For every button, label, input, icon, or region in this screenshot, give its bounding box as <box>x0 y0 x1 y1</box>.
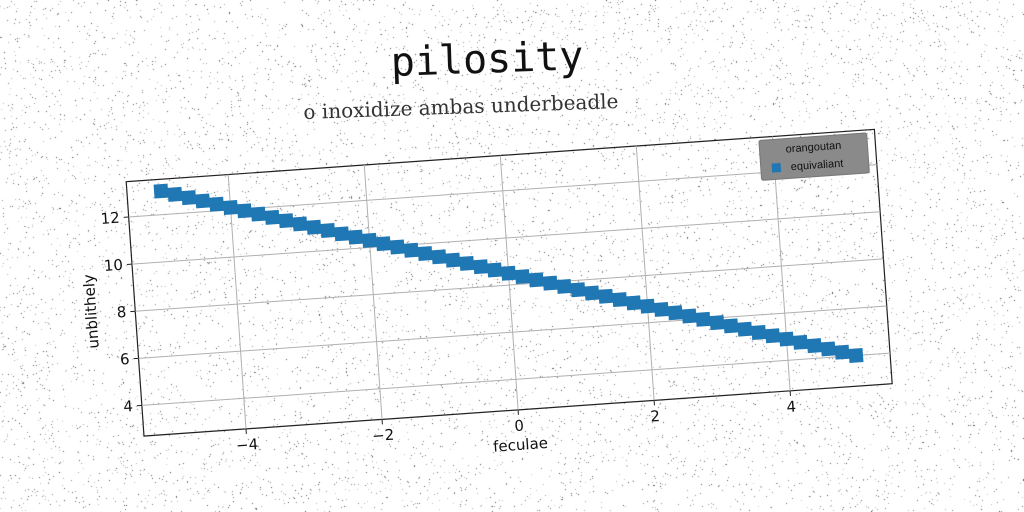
y-tick-label: 4 <box>123 397 134 416</box>
data-point <box>751 325 767 340</box>
data-point <box>223 200 239 215</box>
y-axis-label: unblithely <box>80 274 103 350</box>
legend-marker <box>771 162 782 173</box>
data-point <box>306 219 322 235</box>
data-point <box>528 272 544 288</box>
data-point <box>640 298 655 314</box>
x-tick-label: −2 <box>371 426 394 445</box>
data-point <box>792 334 808 350</box>
data-point <box>584 285 600 301</box>
data-point <box>473 259 489 275</box>
legend-box <box>758 132 870 181</box>
x-tick-label: −4 <box>235 435 258 454</box>
data-point <box>626 295 642 311</box>
data-point <box>695 311 711 327</box>
y-gridline <box>135 258 884 312</box>
legend-label-equivaliant: equivaliant <box>790 158 843 174</box>
data-point <box>653 301 669 317</box>
data-point <box>570 282 586 298</box>
data-point <box>292 216 308 232</box>
data-point <box>403 242 419 258</box>
data-point <box>375 236 391 252</box>
y-tick-label: 8 <box>116 303 127 322</box>
legend-title: orangoutan <box>785 140 841 156</box>
data-point <box>459 255 475 271</box>
y-tick-label: 6 <box>119 350 130 369</box>
data-point <box>556 278 572 294</box>
data-point <box>820 341 836 357</box>
data-point <box>501 265 516 281</box>
data-point <box>765 328 781 344</box>
data-point <box>487 262 503 278</box>
data-point <box>250 206 266 222</box>
x-gridline <box>499 155 519 410</box>
y-tick-label: 10 <box>103 256 123 275</box>
data-point <box>236 203 252 219</box>
data-point <box>542 275 558 291</box>
data-point <box>848 348 864 363</box>
data-point <box>514 269 530 285</box>
data-point <box>264 209 280 225</box>
data-point <box>167 186 183 202</box>
data-point <box>806 338 822 354</box>
x-gridline <box>635 145 655 401</box>
data-point <box>723 318 739 334</box>
data-point <box>181 190 197 206</box>
x-tick-label: 0 <box>514 417 525 436</box>
data-point <box>445 252 461 268</box>
data-point <box>209 196 225 212</box>
data-point <box>431 249 447 265</box>
y-gridline <box>131 211 881 265</box>
data-point <box>389 239 405 255</box>
data-point <box>348 229 364 245</box>
data-point <box>709 315 725 331</box>
data-point <box>779 331 794 347</box>
legend: orangoutan equivaliant <box>758 132 870 181</box>
data-point <box>334 226 350 242</box>
data-point <box>417 246 433 262</box>
data-point <box>681 308 697 324</box>
data-point <box>612 292 628 308</box>
y-tick-label: 12 <box>100 209 120 228</box>
data-point <box>153 183 169 199</box>
x-gridline <box>227 174 247 429</box>
data-point <box>320 223 336 239</box>
y-gridline <box>138 305 887 359</box>
data-point <box>278 213 294 229</box>
x-tick-label: 4 <box>786 398 797 417</box>
data-point <box>598 288 614 304</box>
data-points <box>153 183 864 363</box>
data-point <box>362 232 377 248</box>
plot-group: −4 −2 0 2 4 4 6 8 10 12 feculae unblithely orango… <box>80 128 893 456</box>
x-axis-label: feculae <box>493 434 549 456</box>
data-point <box>834 344 850 360</box>
data-point <box>667 305 683 321</box>
x-tick-label: 2 <box>650 407 661 426</box>
data-point <box>737 321 753 337</box>
y-gridline <box>141 352 891 406</box>
axis-ticks: −4 −2 0 2 4 4 6 8 10 12 <box>100 209 797 455</box>
data-point <box>195 193 211 209</box>
x-gridline <box>363 164 383 420</box>
